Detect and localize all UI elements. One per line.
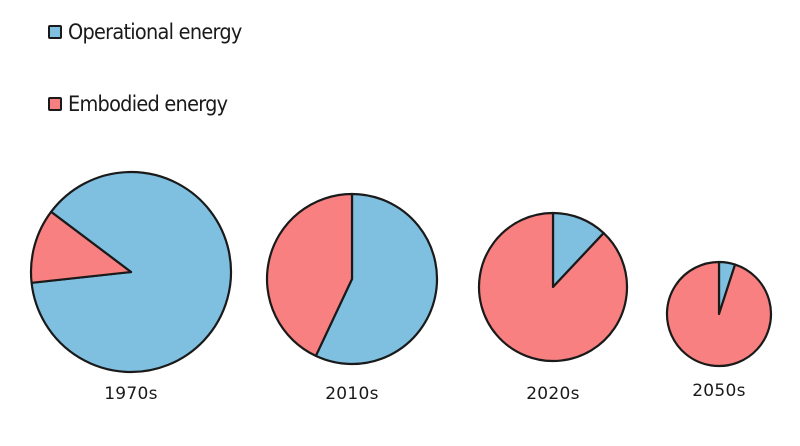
pie-label-2010s: 2010s	[325, 384, 379, 404]
pie-2050s: 2050s	[665, 260, 773, 401]
pie-label-2020s: 2020s	[526, 384, 580, 404]
pie-2020s: 2020s	[477, 211, 629, 404]
legend-label-embodied: Embodied energy	[68, 92, 228, 116]
legend-label-operational: Operational energy	[68, 20, 242, 44]
slice-1970s-embodied	[29, 210, 133, 284]
legend-item-embodied: Embodied energy	[48, 92, 241, 116]
slice-2050s-embodied	[665, 260, 773, 368]
legend: Operational energy Embodied energy	[0, 0, 800, 130]
pie-label-2050s: 2050s	[692, 381, 746, 401]
slice-2010s-embodied	[265, 192, 354, 358]
pie-2010s: 2010s	[265, 192, 439, 404]
legend-swatch-embodied	[48, 97, 62, 111]
slice-2020s-embodied	[477, 211, 629, 363]
legend-swatch-operational	[48, 25, 62, 39]
pie-1970s: 1970s	[29, 170, 233, 404]
pie-label-1970s: 1970s	[104, 384, 158, 404]
legend-item-operational: Operational energy	[48, 20, 257, 44]
slice-2010s-operational	[314, 192, 439, 366]
